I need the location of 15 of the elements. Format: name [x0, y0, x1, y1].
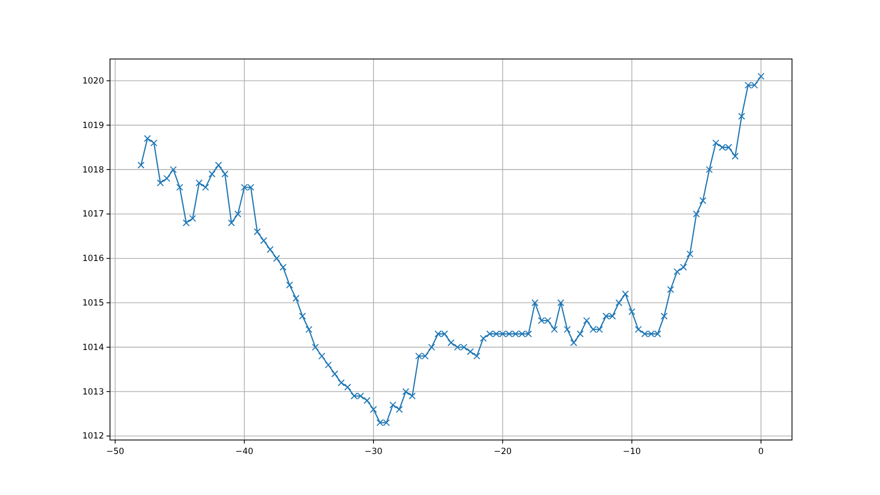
x-tick-label: −40	[235, 447, 254, 457]
y-tick-label: 1014	[82, 342, 104, 353]
x-tick-label: −20	[494, 447, 512, 457]
x-tick-label: −10	[622, 447, 641, 457]
y-tick-label: 1017	[82, 210, 104, 220]
x-tick-label: −30	[364, 447, 382, 457]
y-tick-label: 1016	[82, 254, 104, 264]
y-tick-label: 1013	[82, 387, 104, 398]
y-tick-label: 1018	[82, 165, 104, 176]
y-tick-label: 1019	[82, 120, 104, 131]
y-tick-label: 1015	[82, 298, 104, 309]
y-tick-label: 1012	[82, 432, 104, 442]
x-tick-label: −50	[106, 447, 124, 457]
y-tick-label: 1020	[82, 76, 104, 86]
x-tick-label: 0	[758, 447, 764, 457]
